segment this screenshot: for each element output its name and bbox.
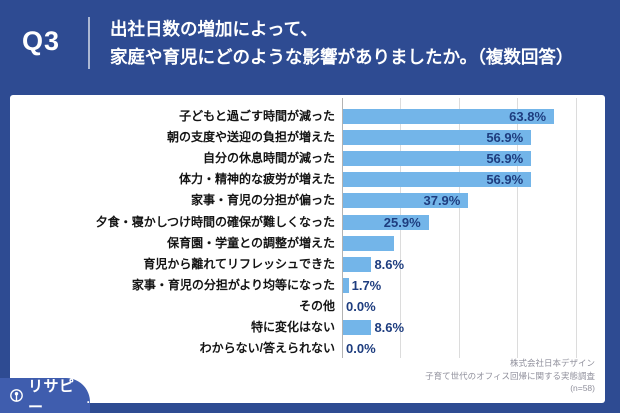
category-label: わからない/答えられない xyxy=(199,341,335,356)
bar xyxy=(343,130,532,146)
bar xyxy=(343,320,372,335)
category-label: 家事・育児の分担がより均等になった xyxy=(131,277,335,292)
logo-dot: . xyxy=(86,392,90,406)
source-attribution: 株式会社日本デザイン 子育て世代のオフィス回帰に関する実態調査 (n=58) xyxy=(425,357,595,395)
bar xyxy=(343,193,469,209)
value-label: 25.9% xyxy=(383,214,421,230)
chart-plot: 子どもと過ごす時間が減った 63.8% 朝の支度や送迎の負担が増えた 56.9% 自分の… xyxy=(10,95,605,403)
bar xyxy=(343,256,372,272)
bar xyxy=(343,235,395,251)
question-title: 出社日数の増加によって、 家庭や育児にどのような影響がありましたか。（複数回答） xyxy=(110,15,573,71)
source-line-sample: (n=58) xyxy=(570,383,595,393)
bar xyxy=(343,214,429,230)
value-label: 56.9% xyxy=(486,130,524,146)
category-label: 自分の休息時間が減った xyxy=(202,151,335,166)
gridline xyxy=(458,98,460,358)
source-line-company: 株式会社日本デザイン xyxy=(509,358,595,368)
value-label: 1.7% xyxy=(351,277,382,293)
category-label: その他 xyxy=(298,298,335,313)
value-label: 63.8% xyxy=(509,109,547,124)
bar xyxy=(343,151,532,167)
bar xyxy=(343,172,532,188)
category-label: 特に変化はない xyxy=(250,320,335,334)
logo-tab: リサピー . xyxy=(0,378,90,413)
logo-pin-in-circle-icon xyxy=(10,389,23,402)
value-label: 0.0% xyxy=(346,298,376,314)
gridline xyxy=(575,98,577,358)
value-label: 56.9% xyxy=(486,172,524,188)
category-label: 体力・精神的な疲労が増えた xyxy=(178,172,335,187)
y-axis-line xyxy=(342,98,343,358)
bar xyxy=(343,109,555,124)
question-title-line1: 出社日数の増加によって、 xyxy=(110,19,318,39)
category-label: 夕食・寝かしつけ時間の確保が難しくなった xyxy=(95,214,335,229)
category-label: 育児から離れてリフレッシュできた xyxy=(143,256,335,271)
category-label: 家事・育児の分担が偏った xyxy=(190,193,335,208)
value-label: 56.9% xyxy=(486,151,524,167)
chart-panel: 子どもと過ごす時間が減った 63.8% 朝の支度や送迎の負担が増えた 56.9% 自分の… xyxy=(10,95,605,403)
logo-text: リサピー xyxy=(27,377,75,413)
question-number: Q3 xyxy=(22,26,61,56)
category-label: 子どもと過ごす時間が減った xyxy=(179,109,335,123)
value-label: 37.9% xyxy=(423,193,461,209)
bar xyxy=(343,277,349,293)
header-divider xyxy=(88,17,90,69)
question-title-line2: 家庭や育児にどのような影響がありましたか。（複数回答） xyxy=(110,47,574,67)
category-label: 保育園・学童との調整が増えた xyxy=(167,235,335,250)
value-label: 0.0% xyxy=(346,341,376,357)
gridline xyxy=(516,98,518,358)
value-label: 8.6% xyxy=(374,320,405,335)
category-label: 朝の支度や送迎の負担が増えた xyxy=(166,130,335,145)
value-label: 8.6% xyxy=(374,256,405,272)
source-line-survey: 子育て世代のオフィス回帰に関する実態調査 xyxy=(425,370,595,381)
